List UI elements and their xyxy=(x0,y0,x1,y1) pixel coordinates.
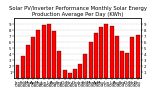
Bar xyxy=(89,42,93,78)
Bar xyxy=(36,30,40,78)
Bar xyxy=(120,51,124,78)
Bar xyxy=(21,56,25,78)
Bar xyxy=(57,51,61,78)
Bar xyxy=(68,73,72,78)
Bar xyxy=(52,31,56,78)
Bar xyxy=(110,26,113,78)
Bar xyxy=(94,33,98,78)
Bar xyxy=(31,37,35,78)
Bar xyxy=(16,65,20,78)
Bar xyxy=(115,36,119,78)
Bar xyxy=(47,24,51,78)
Bar xyxy=(63,70,67,78)
Bar xyxy=(78,64,82,78)
Bar xyxy=(136,35,140,78)
Title: Solar PV/Inverter Performance Monthly Solar Energy Production Average Per Day (K: Solar PV/Inverter Performance Monthly So… xyxy=(9,6,147,17)
Bar xyxy=(99,27,103,78)
Bar xyxy=(104,24,108,78)
Bar xyxy=(26,45,30,78)
Bar xyxy=(42,25,46,78)
Bar xyxy=(73,69,77,78)
Bar xyxy=(131,37,134,78)
Bar xyxy=(125,53,129,78)
Bar xyxy=(84,54,87,78)
